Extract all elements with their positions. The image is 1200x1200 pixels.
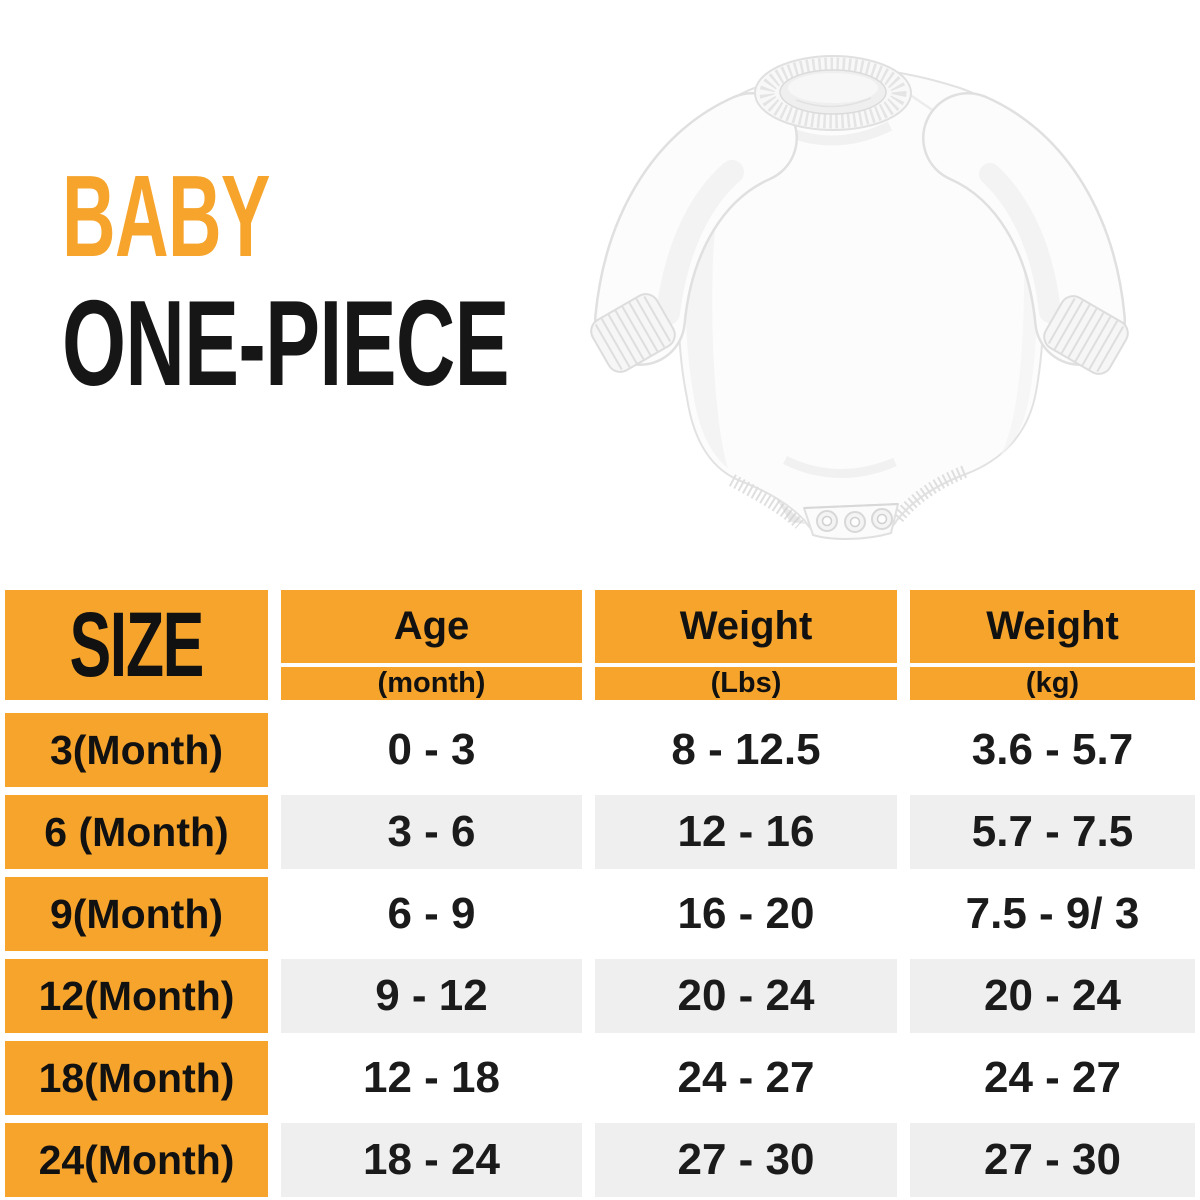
header-age-label: Age [281,590,582,663]
table-row: 24(Month) 18 - 24 27 - 30 27 - 30 [5,1123,1195,1197]
romper-cuff-left [590,293,676,373]
table-header-row: SIZE Age (month) Weight (Lbs) Weight (kg… [5,590,1195,700]
row-size-label: 3(Month) [5,713,268,787]
row-weight-kg-value: 5.7 - 7.5 [910,795,1195,869]
table-row: 9(Month) 6 - 9 16 - 20 7.5 - 9/ 3 [5,877,1195,951]
header-cell-weight-kg: Weight (kg) [910,590,1195,700]
product-photo [590,55,1129,540]
row-weight-lbs-value: 8 - 12.5 [595,713,897,787]
snap-button [816,510,838,532]
row-size-label: 24(Month) [5,1123,268,1197]
row-size-label: 6 (Month) [5,795,268,869]
row-size-label: 18(Month) [5,1041,268,1115]
row-weight-kg-value: 7.5 - 9/ 3 [910,877,1195,951]
row-weight-kg-value: 20 - 24 [910,959,1195,1033]
size-chart-table: SIZE Age (month) Weight (Lbs) Weight (kg… [5,590,1195,1200]
header-weight-lbs-unit: (Lbs) [595,667,897,700]
page-title-line2: ONE-PIECE [62,275,510,411]
row-size-label: 12(Month) [5,959,268,1033]
table-row: 3(Month) 0 - 3 8 - 12.5 3.6 - 5.7 [5,713,1195,787]
row-age-value: 9 - 12 [281,959,582,1033]
header-weight-kg-label: Weight [910,590,1195,663]
header-weight-kg-unit: (kg) [910,667,1195,700]
header-divider [281,663,582,667]
row-age-value: 18 - 24 [281,1123,582,1197]
row-weight-lbs-value: 24 - 27 [595,1041,897,1115]
row-weight-lbs-value: 16 - 20 [595,877,897,951]
header-weight-lbs-label: Weight [595,590,897,663]
snap-button [844,511,866,533]
size-corner-label: SIZE [69,594,205,696]
romper-sleeves [594,92,1126,366]
romper-crotch [728,464,969,540]
row-age-value: 0 - 3 [281,713,582,787]
row-size-label: 9(Month) [5,877,268,951]
romper-collar [754,55,912,131]
romper-cuff-right [1043,295,1129,375]
row-age-value: 6 - 9 [281,877,582,951]
table-row: 12(Month) 9 - 12 20 - 24 20 - 24 [5,959,1195,1033]
table-row: 18(Month) 12 - 18 24 - 27 24 - 27 [5,1041,1195,1115]
header-age-unit: (month) [281,667,582,700]
snap-button [871,508,893,530]
row-weight-lbs-value: 27 - 30 [595,1123,897,1197]
header-divider [910,663,1195,667]
row-weight-lbs-value: 20 - 24 [595,959,897,1033]
row-weight-kg-value: 24 - 27 [910,1041,1195,1115]
row-age-value: 12 - 18 [281,1041,582,1115]
header-divider [595,663,897,667]
row-weight-lbs-value: 12 - 16 [595,795,897,869]
table-row: 6 (Month) 3 - 6 12 - 16 5.7 - 7.5 [5,795,1195,869]
row-weight-kg-value: 3.6 - 5.7 [910,713,1195,787]
header-cell-weight-lbs: Weight (Lbs) [595,590,897,700]
header-cell-age: Age (month) [281,590,582,700]
row-weight-kg-value: 27 - 30 [910,1123,1195,1197]
header-cell-size: SIZE [5,590,268,700]
row-age-value: 3 - 6 [281,795,582,869]
page-title-line1: BABY [62,151,270,281]
